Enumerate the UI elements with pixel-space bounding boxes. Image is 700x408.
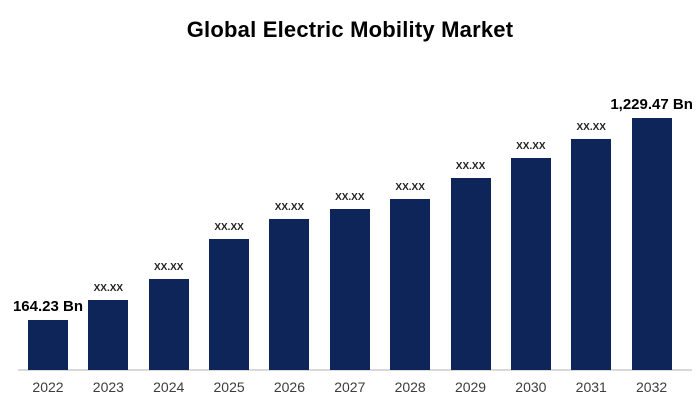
bar-value-label: XX.XX [274,202,305,213]
bar-value-label: XX.XX [153,262,184,273]
bar [209,239,250,370]
x-axis-tick-label: 2024 [153,379,185,395]
x-axis-tick-label: 2025 [213,379,245,395]
bar-value-label: XX.XX [93,283,124,294]
x-axis-tick-label: 2030 [515,379,547,395]
x-axis-tick-label: 2022 [32,379,64,395]
bar [88,300,129,370]
x-axis-line [18,369,692,371]
bar [329,209,370,370]
x-axis-tick-label: 2028 [394,379,426,395]
bar-value-label: XX.XX [576,122,606,133]
bar [269,219,310,370]
bar [28,320,68,370]
bar [631,118,672,370]
x-axis-tick-label: 2031 [575,379,607,395]
bar-value-label: 164.23 Bn [12,298,84,315]
x-axis-tick-label: 2029 [454,379,487,395]
chart-title: Global Electric Mobility Market [186,17,514,42]
bar-value-label: XX.XX [335,192,365,203]
bar-value-label: XX.XX [214,222,244,233]
bar-value-label: XX.XX [455,161,486,172]
bar [450,178,491,370]
x-axis-tick-label: 2032 [636,379,668,395]
bar [510,158,551,370]
bar [571,139,612,370]
bar-value-label: 1,229.47 Bn [610,96,693,113]
x-axis-tick-label: 2027 [334,379,366,395]
bar-value-label: XX.XX [395,182,425,193]
x-axis-tick-label: 2026 [273,379,306,395]
bar [390,199,431,370]
bar [148,279,189,370]
bar-value-label: XX.XX [516,141,546,152]
x-axis-tick-label: 2023 [92,379,124,395]
